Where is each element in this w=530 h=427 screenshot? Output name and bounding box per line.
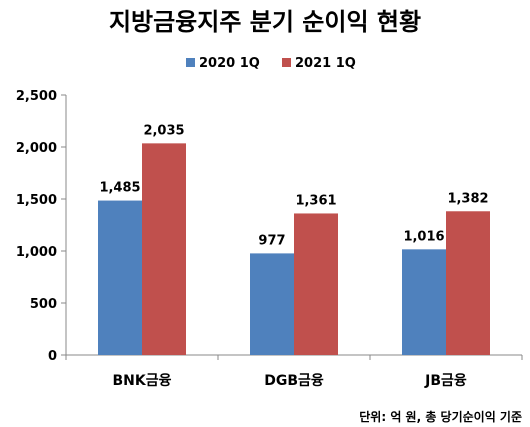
data-label: 977 — [258, 233, 285, 248]
bar-1-1 — [98, 200, 142, 355]
legend-label-2: 2021 1Q — [295, 56, 356, 71]
x-tick-label: BNK금융 — [113, 373, 172, 389]
y-tick-label: 1,500 — [16, 193, 57, 208]
bar-2-3 — [446, 211, 490, 355]
x-tick-label: DGB금융 — [264, 373, 324, 389]
data-label: 1,016 — [403, 229, 444, 244]
y-tick-label: 1,000 — [16, 245, 57, 260]
chart-title: 지방금융지주 분기 순이익 현황 — [109, 8, 421, 36]
data-label: 1,485 — [99, 181, 140, 196]
y-tick-label: 2,000 — [16, 141, 57, 156]
bar-1-2 — [250, 253, 294, 355]
bar-1-3 — [402, 249, 446, 355]
y-tick-label: 500 — [30, 297, 57, 312]
axes: 0 500 1,000 1,500 2,000 2,500 BNK금융 DGB금융 JB금융 — [16, 89, 523, 389]
x-tick-label: JB금융 — [424, 373, 467, 389]
y-tick-label: 0 — [48, 349, 57, 364]
bar-2-1 — [142, 143, 186, 355]
legend-swatch-1 — [186, 58, 195, 67]
legend-label-1: 2020 1Q — [199, 56, 260, 71]
data-label: 1,382 — [447, 191, 488, 206]
y-tick-label: 2,500 — [16, 89, 57, 104]
data-label: 1,361 — [295, 193, 336, 208]
bar-2-2 — [294, 213, 338, 355]
bars: 1,485 2,035 977 1,361 1,016 1,382 — [98, 123, 490, 355]
legend-swatch-2 — [282, 58, 291, 67]
unit-note: 단위: 억 원, 총 당기순이익 기준 — [359, 409, 522, 424]
legend: 2020 1Q 2021 1Q — [186, 56, 356, 71]
data-label: 2,035 — [143, 123, 184, 138]
